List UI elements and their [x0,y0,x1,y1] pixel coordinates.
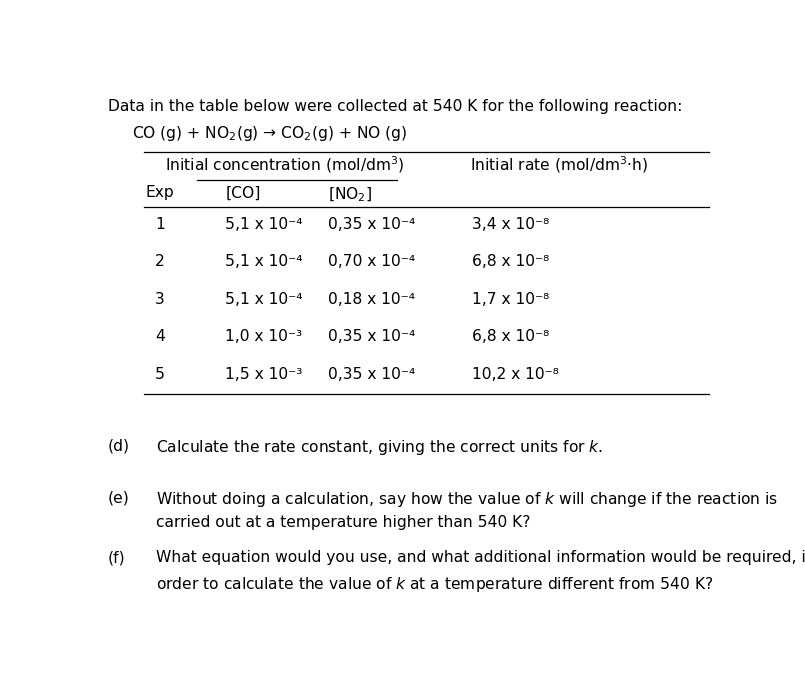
Text: 1,0 x 10⁻³: 1,0 x 10⁻³ [225,330,303,345]
Text: [NO$_2$]: [NO$_2$] [328,185,373,204]
Text: 3: 3 [155,292,165,307]
Text: CO (g) + NO$_2$(g) → CO$_2$(g) + NO (g): CO (g) + NO$_2$(g) → CO$_2$(g) + NO (g) [132,124,407,143]
Text: 5,1 x 10⁻⁴: 5,1 x 10⁻⁴ [225,255,303,269]
Text: Calculate the rate constant, giving the correct units for $k$.: Calculate the rate constant, giving the … [155,438,603,458]
Text: 0,35 x 10⁻⁴: 0,35 x 10⁻⁴ [328,367,415,382]
Text: 1,7 x 10⁻⁸: 1,7 x 10⁻⁸ [472,292,549,307]
Text: Exp: Exp [146,185,174,200]
Text: 0,35 x 10⁻⁴: 0,35 x 10⁻⁴ [328,217,415,232]
Text: 0,70 x 10⁻⁴: 0,70 x 10⁻⁴ [328,255,415,269]
Text: 4: 4 [155,330,165,345]
Text: 5,1 x 10⁻⁴: 5,1 x 10⁻⁴ [225,292,303,307]
Text: 6,8 x 10⁻⁸: 6,8 x 10⁻⁸ [472,330,549,345]
Text: order to calculate the value of $k$ at a temperature different from 540 K?: order to calculate the value of $k$ at a… [155,575,713,594]
Text: 6,8 x 10⁻⁸: 6,8 x 10⁻⁸ [472,255,549,269]
Text: Data in the table below were collected at 540 K for the following reaction:: Data in the table below were collected a… [108,100,683,114]
Text: 0,35 x 10⁻⁴: 0,35 x 10⁻⁴ [328,330,415,345]
Text: Initial rate (mol/dm$^3$·h): Initial rate (mol/dm$^3$·h) [470,154,648,175]
Text: 5: 5 [155,367,165,382]
Text: 3,4 x 10⁻⁸: 3,4 x 10⁻⁸ [472,217,549,232]
Text: Without doing a calculation, say how the value of $k$ will change if the reactio: Without doing a calculation, say how the… [155,490,778,510]
Text: [CO]: [CO] [225,185,261,200]
Text: carried out at a temperature higher than 540 K?: carried out at a temperature higher than… [155,515,530,530]
Text: 0,18 x 10⁻⁴: 0,18 x 10⁻⁴ [328,292,415,307]
Text: 10,2 x 10⁻⁸: 10,2 x 10⁻⁸ [472,367,559,382]
Text: (e): (e) [108,490,130,506]
Text: (d): (d) [108,438,130,454]
Text: 5,1 x 10⁻⁴: 5,1 x 10⁻⁴ [225,217,303,232]
Text: 1,5 x 10⁻³: 1,5 x 10⁻³ [225,367,303,382]
Text: (f): (f) [108,550,126,565]
Text: 1: 1 [155,217,165,232]
Text: Initial concentration (mol/dm$^3$): Initial concentration (mol/dm$^3$) [165,154,404,175]
Text: What equation would you use, and what additional information would be required, : What equation would you use, and what ad… [155,550,805,565]
Text: 2: 2 [155,255,165,269]
